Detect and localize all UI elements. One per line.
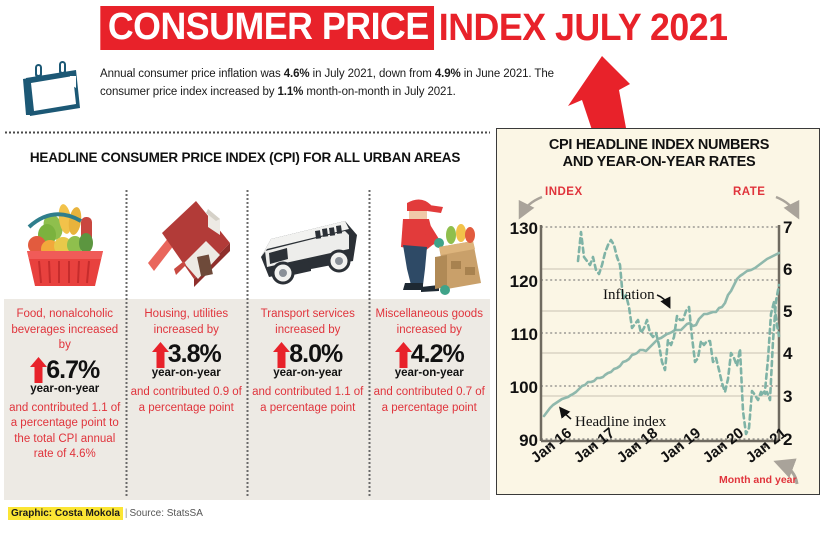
- index-axis-tag: INDEX: [545, 186, 583, 198]
- house-icon: [134, 185, 238, 295]
- up-arrow-icon: [273, 341, 291, 368]
- svg-text:7: 7: [783, 218, 792, 237]
- svg-text:90: 90: [519, 431, 538, 450]
- intro-stat-annual: 4.6%: [283, 68, 310, 80]
- card-transport-body: Transport services increased by 8.0% yea…: [247, 299, 369, 500]
- card-transport: Transport services increased by 8.0% yea…: [246, 185, 369, 500]
- svg-text:100: 100: [510, 378, 538, 397]
- card-misc-yoy: year-on-year: [394, 367, 464, 380]
- card-food-body: Food, nonalcoholic beverages increased b…: [4, 299, 126, 500]
- card-misc: Miscellaneous goods increased by 4.2% ye…: [367, 185, 490, 500]
- svg-text:Jan 17: Jan 17: [571, 425, 618, 467]
- card-misc-value: 4.2%: [410, 340, 465, 369]
- page-title-highlight: CONSUMER PRICE: [100, 6, 435, 50]
- svg-text:130: 130: [510, 219, 538, 238]
- card-transport-yoy: year-on-year: [273, 367, 343, 380]
- svg-text:Jan 20: Jan 20: [700, 425, 747, 467]
- intro-paragraph: Annual consumer price inflation was 4.6%…: [100, 66, 555, 102]
- shopping-basket-icon: [13, 185, 117, 295]
- card-housing-body: Housing, utilities increased by 3.8% yea…: [125, 299, 247, 500]
- card-transport-stat: 8.0%: [251, 340, 365, 369]
- chart-title-line1: CPI HEADLINE INDEX NUMBERS: [548, 137, 770, 153]
- card-housing-value: 3.8%: [167, 340, 222, 369]
- cpi-chart: 130 120 110 100 90 7 6 5 4 3 2 Inf: [510, 195, 800, 485]
- svg-text:2: 2: [783, 430, 792, 449]
- up-arrow-icon: [394, 341, 412, 368]
- intro-stat-mom: 1.1%: [277, 85, 304, 98]
- up-arrow-icon: [30, 357, 48, 384]
- intro-text-4: month-on-month in July 2021.: [303, 85, 456, 98]
- card-food-label: Food, nonalcoholic beverages increased b…: [11, 308, 119, 352]
- chart-title: CPI HEADLINE INDEX NUMBERS AND YEAR-ON-Y…: [497, 137, 821, 170]
- up-arrow-icon: [151, 341, 169, 368]
- svg-text:Jan 19: Jan 19: [657, 425, 704, 467]
- left-panel-heading: HEADLINE CONSUMER PRICE INDEX (CPI) FOR …: [29, 150, 461, 165]
- card-transport-value: 8.0%: [289, 340, 343, 369]
- card-misc-contribution: and contributed 0.7 of a percentage poin…: [373, 386, 485, 414]
- svg-text:6: 6: [783, 260, 792, 279]
- section-divider: [4, 131, 490, 134]
- card-misc-body: Miscellaneous goods increased by 4.2% ye…: [368, 299, 490, 500]
- card-housing: Housing, utilities increased by 3.8% yea…: [124, 185, 247, 500]
- chart-panel: CPI HEADLINE INDEX NUMBERS AND YEAR-ON-Y…: [496, 128, 820, 495]
- card-food-contribution: and contributed 1.1 of a percentage poin…: [9, 401, 121, 461]
- intro-text-1: Annual consumer price inflation was: [100, 68, 284, 80]
- card-housing-yoy: year-on-year: [151, 367, 221, 380]
- inflation-annotation: Inflation: [603, 287, 655, 303]
- delivery-person-icon: [377, 185, 482, 295]
- card-housing-stat: 3.8%: [130, 340, 244, 369]
- month-and-year-label: Month and year: [719, 474, 797, 486]
- card-housing-contribution: and contributed 0.9 of a percentage poin…: [130, 386, 242, 414]
- svg-text:3: 3: [783, 387, 792, 406]
- card-misc-stat: 4.2%: [373, 340, 487, 369]
- red-up-right-arrow-icon: [568, 56, 630, 136]
- card-food: Food, nonalcoholic beverages increased b…: [4, 185, 126, 500]
- graphic-credit: Graphic: Costa Mokola: [8, 507, 123, 520]
- svg-text:120: 120: [510, 272, 538, 291]
- intro-stat-june: 4.9%: [434, 68, 461, 80]
- intro-text-3: in June 2021. The consumer price index i…: [100, 68, 554, 98]
- page-title-plain: INDEX JULY 2021: [438, 7, 728, 49]
- intro-text-2: in July 2021, down from: [309, 68, 435, 80]
- calendar-icon: [23, 61, 80, 116]
- card-transport-contribution: and contributed 1.1 of a percentage poin…: [252, 386, 364, 414]
- category-cards: Food, nonalcoholic beverages increased b…: [4, 185, 490, 500]
- svg-text:4: 4: [783, 344, 793, 363]
- svg-text:5: 5: [783, 302, 792, 321]
- svg-text:110: 110: [511, 325, 538, 344]
- card-housing-label: Housing, utilities increased by: [144, 308, 229, 336]
- chart-title-line2: AND YEAR-ON-YEAR RATES: [562, 153, 756, 170]
- card-food-value: 6.7%: [46, 355, 100, 384]
- credit-separator: |: [124, 508, 128, 519]
- page-title: CONSUMER PRICE INDEX JULY 2021: [0, 6, 825, 50]
- rate-axis-tag: RATE: [733, 186, 766, 198]
- headline-index-annotation: Headline index: [575, 414, 667, 430]
- svg-text:Jan 18: Jan 18: [614, 425, 661, 467]
- card-misc-label: Miscellaneous goods increased by: [375, 308, 483, 336]
- footer-credit: Graphic: Costa Mokola | Source: StatsSA: [8, 507, 203, 520]
- data-source: Source: StatsSA: [129, 508, 203, 519]
- card-food-stat: 6.7%: [8, 356, 122, 385]
- card-transport-label: Transport services increased by: [260, 308, 355, 336]
- card-food-yoy: year-on-year: [30, 382, 100, 395]
- bus-icon: [253, 185, 363, 295]
